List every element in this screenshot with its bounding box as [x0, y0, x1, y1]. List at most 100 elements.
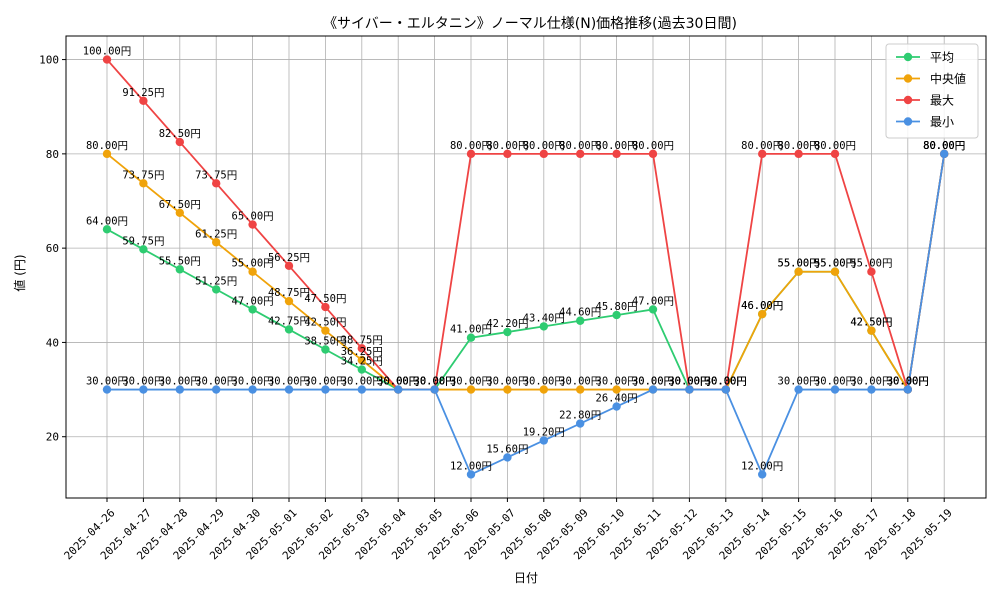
data-label-最小: 80.00円 — [923, 140, 965, 152]
data-label-平均: 42.20円 — [486, 318, 528, 330]
data-point-中央値 — [102, 149, 112, 159]
data-point-最小 — [321, 385, 330, 394]
data-label-平均: 51.25円 — [195, 275, 237, 287]
data-label-中央値: 61.25円 — [195, 228, 237, 240]
data-point-最小 — [394, 385, 403, 394]
data-label-平均: 46.00円 — [741, 300, 783, 312]
data-point-最小 — [175, 385, 184, 394]
data-point-最小 — [721, 385, 730, 394]
data-point-最小 — [357, 385, 366, 394]
data-point-最小 — [576, 419, 585, 428]
data-label-最大: 80.00円 — [450, 140, 492, 152]
data-label-最小: 30.00円 — [887, 376, 929, 388]
data-point-最小 — [830, 385, 840, 394]
legend-swatch-marker — [903, 95, 913, 105]
data-point-中央値 — [357, 355, 366, 365]
data-label-最大: 30.00円 — [705, 376, 747, 388]
data-point-中央値 — [284, 296, 294, 306]
data-label-最大: 55.00円 — [850, 258, 892, 270]
data-label-最小: 12.00円 — [450, 460, 492, 472]
data-label-最大: 80.00円 — [778, 140, 820, 152]
data-label-最大: 80.00円 — [523, 140, 565, 152]
data-label-最小: 30.00円 — [814, 376, 856, 388]
y-tick-label: 40 — [46, 336, 59, 349]
x-axis-label: 日付 — [514, 571, 538, 585]
data-label-中央値: 73.75円 — [122, 169, 164, 181]
data-label-最小: 22.80円 — [559, 410, 601, 422]
legend-entry-最大: 最大 — [930, 94, 954, 108]
data-point-中央値 — [539, 385, 548, 394]
data-point-最小 — [867, 385, 876, 394]
data-point-中央値 — [321, 326, 330, 335]
data-point-最小 — [903, 385, 912, 394]
data-label-最小: 19.20円 — [523, 426, 565, 438]
data-point-中央値 — [175, 208, 184, 217]
data-label-最大: 30.00円 — [414, 376, 456, 388]
legend-swatch-marker — [903, 74, 913, 83]
data-point-最小 — [539, 436, 548, 445]
data-point-最小 — [612, 402, 621, 411]
data-label-中央値: 55.00円 — [232, 258, 274, 270]
data-point-最大 — [248, 220, 257, 229]
data-label-中央値: 30.00円 — [705, 376, 747, 388]
data-label-中央値: 30.00円 — [377, 376, 419, 388]
data-point-最大 — [212, 179, 221, 188]
data-label-最小: 30.00円 — [705, 376, 747, 388]
data-point-中央値 — [794, 267, 803, 276]
data-label-最小: 30.00円 — [414, 376, 456, 388]
data-label-平均: 41.00円 — [450, 324, 492, 336]
data-label-最大: 91.25円 — [122, 87, 164, 99]
data-point-最小 — [503, 453, 512, 462]
data-label-中央値: 55.00円 — [814, 258, 856, 270]
data-point-最大 — [758, 149, 767, 159]
data-label-平均: 55.00円 — [778, 258, 820, 270]
data-point-最大 — [139, 96, 148, 106]
y-tick-label: 20 — [46, 431, 59, 444]
data-point-最大 — [830, 149, 840, 159]
data-label-最大: 30.00円 — [887, 376, 929, 388]
data-point-中央値 — [466, 385, 476, 394]
data-point-平均 — [466, 333, 476, 342]
data-label-最小: 30.00円 — [778, 376, 820, 388]
data-point-最小 — [248, 385, 257, 394]
data-point-最大 — [867, 267, 876, 276]
data-point-最小 — [212, 385, 221, 394]
data-point-中央値 — [139, 179, 148, 188]
data-label-最小: 30.00円 — [195, 376, 237, 388]
data-point-平均 — [321, 345, 330, 354]
data-label-中央値: 80.00円 — [86, 140, 128, 152]
data-point-最大 — [466, 149, 476, 159]
data-point-最大 — [648, 149, 658, 159]
data-point-最小 — [139, 385, 148, 394]
legend-entry-最小: 最小 — [930, 115, 954, 129]
series-line-中央値 — [106, 153, 946, 393]
data-point-最大 — [576, 149, 585, 159]
data-label-平均: 55.00円 — [814, 258, 856, 270]
data-point-最大 — [357, 344, 366, 353]
data-label-最大: 80.00円 — [596, 140, 638, 152]
data-label-平均: 30.00円 — [668, 376, 710, 388]
data-point-平均 — [357, 365, 366, 374]
data-point-平均 — [139, 245, 148, 254]
data-label-中央値: 46.00円 — [741, 300, 783, 312]
data-label-中央値: 30.00円 — [523, 376, 565, 388]
data-label-最小: 30.00円 — [122, 376, 164, 388]
data-label-平均: 30.00円 — [887, 376, 929, 388]
data-label-最小: 30.00円 — [377, 376, 419, 388]
data-label-最小: 30.00円 — [268, 376, 310, 388]
data-point-最小 — [940, 149, 949, 159]
y-tick-label: 100 — [39, 54, 59, 67]
data-label-最大: 56.25円 — [268, 252, 310, 264]
data-point-最大 — [794, 149, 803, 159]
data-label-平均: 43.40円 — [523, 312, 565, 324]
data-point-平均 — [612, 310, 621, 320]
data-label-中央値: 42.50円 — [850, 317, 892, 329]
data-point-平均 — [212, 285, 221, 294]
data-label-最大: 47.50円 — [304, 293, 346, 305]
data-label-平均: 44.60円 — [559, 307, 601, 319]
data-label-中央値: 67.50円 — [159, 199, 201, 211]
data-point-中央値 — [576, 385, 585, 394]
data-label-最小: 30.00円 — [850, 376, 892, 388]
